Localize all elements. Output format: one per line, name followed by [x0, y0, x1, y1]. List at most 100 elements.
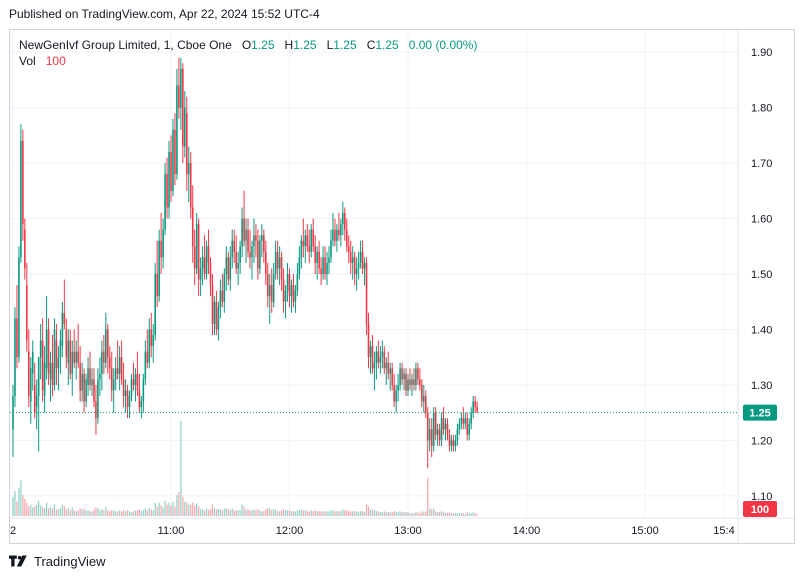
volume-bar [231, 508, 233, 516]
candle-body [195, 224, 198, 269]
candle-body [407, 379, 409, 391]
volume-bar [69, 510, 71, 516]
volume-bar [294, 511, 297, 516]
volume-bar [97, 508, 99, 516]
candlestick-chart[interactable]: 1.25 100 1.90 1.80 1.70 1.60 1.50 1.40 1.30 1.20… [10, 30, 794, 543]
candle-body [312, 229, 314, 247]
candle-body [20, 140, 22, 258]
volume-bar [411, 513, 413, 516]
volume-bar [271, 510, 273, 516]
x-tick-label: 15:4 [713, 525, 734, 537]
volume-bar [20, 479, 22, 516]
volume-bar [354, 511, 356, 516]
candle-body [134, 373, 137, 385]
candle-body [207, 246, 210, 263]
candle-body [209, 262, 212, 286]
volume-bar [320, 511, 322, 516]
volume-bar [18, 487, 20, 516]
candle-body [424, 396, 427, 413]
volume-bar [470, 513, 472, 516]
candle-body [379, 357, 382, 363]
volume-bar [162, 507, 164, 516]
volume-bar [367, 506, 370, 516]
candle-body [122, 379, 125, 396]
volume-bar [395, 512, 397, 516]
volume-bar [253, 509, 255, 516]
volume-bar [324, 511, 326, 516]
candle-body [201, 257, 204, 269]
candle-body [367, 323, 370, 358]
candle-body [120, 357, 123, 380]
volume-bar [34, 506, 36, 516]
volume-bar [247, 509, 249, 516]
candle-body [318, 251, 320, 269]
candle-body [334, 229, 336, 241]
volume-bar [136, 510, 139, 516]
volume-bar [57, 509, 60, 516]
candle-body [57, 357, 60, 369]
candle-body [187, 163, 190, 175]
brand-name[interactable]: TradingView [34, 553, 106, 569]
volume-bar [200, 509, 202, 516]
volume-bar [356, 511, 358, 516]
volume-bar [156, 506, 158, 516]
candle-body [186, 113, 188, 175]
chart-legend: NewGenIvf Group Limited, 1, Cboe One O1.… [19, 37, 477, 69]
candle-body [97, 379, 99, 419]
volume-bar [170, 505, 172, 516]
candle-body [227, 257, 230, 280]
candle-body [470, 412, 472, 424]
candle-body [476, 407, 478, 413]
volume-bar [229, 510, 231, 516]
candle-body [14, 318, 16, 396]
volume-bar [300, 509, 302, 516]
candle-body [116, 368, 119, 374]
y-tick-label: 1.30 [751, 380, 772, 392]
volume-bar [415, 512, 417, 516]
volume-bar [442, 512, 445, 516]
volume-bar [30, 504, 32, 516]
candle-body [385, 362, 388, 369]
volume-bar [12, 497, 14, 516]
y-tick-label: 1.60 [751, 214, 772, 226]
volume-bar [308, 511, 310, 516]
candle-body [16, 318, 18, 358]
candle-body [217, 307, 220, 330]
volume-bar [338, 511, 340, 516]
symbol-title[interactable]: NewGenIvf Group Limited, 1, Cboe One [19, 38, 232, 52]
volume-bar [22, 495, 24, 516]
candle-body [170, 152, 172, 191]
volume-bar [446, 513, 449, 516]
candle-body [270, 285, 273, 302]
volume-bar [79, 508, 81, 516]
candle-body [150, 329, 153, 347]
candle-body [83, 373, 85, 402]
volume-bar [332, 510, 334, 516]
volume-bar [36, 504, 38, 516]
tradingview-logo-icon[interactable] [9, 555, 29, 567]
volume-bar [371, 510, 374, 516]
volume-bar [128, 511, 131, 516]
volume-bar [282, 509, 285, 516]
candle-body [391, 368, 393, 385]
volume-bar [75, 511, 77, 516]
volume-bar [119, 510, 121, 516]
candle-body [211, 285, 214, 324]
candle-body [47, 329, 50, 374]
candle-body [349, 251, 352, 263]
candle-body [278, 257, 281, 269]
volume-bar [123, 510, 125, 516]
candle-body [342, 213, 344, 225]
volume-bar [352, 511, 354, 516]
volume-badge-label: 100 [751, 504, 769, 516]
volume-bar [182, 497, 184, 516]
candle-body [237, 262, 239, 269]
volume-bar [377, 511, 379, 516]
chart-frame[interactable]: 1.25 100 1.90 1.80 1.70 1.60 1.50 1.40 1.30 1.20… [9, 29, 795, 544]
candle-body [180, 68, 182, 108]
volume-bar [296, 510, 298, 516]
volume-bar [188, 504, 190, 516]
open-label: O [241, 38, 252, 52]
volume-bar [302, 510, 304, 516]
candle-body [138, 390, 141, 408]
